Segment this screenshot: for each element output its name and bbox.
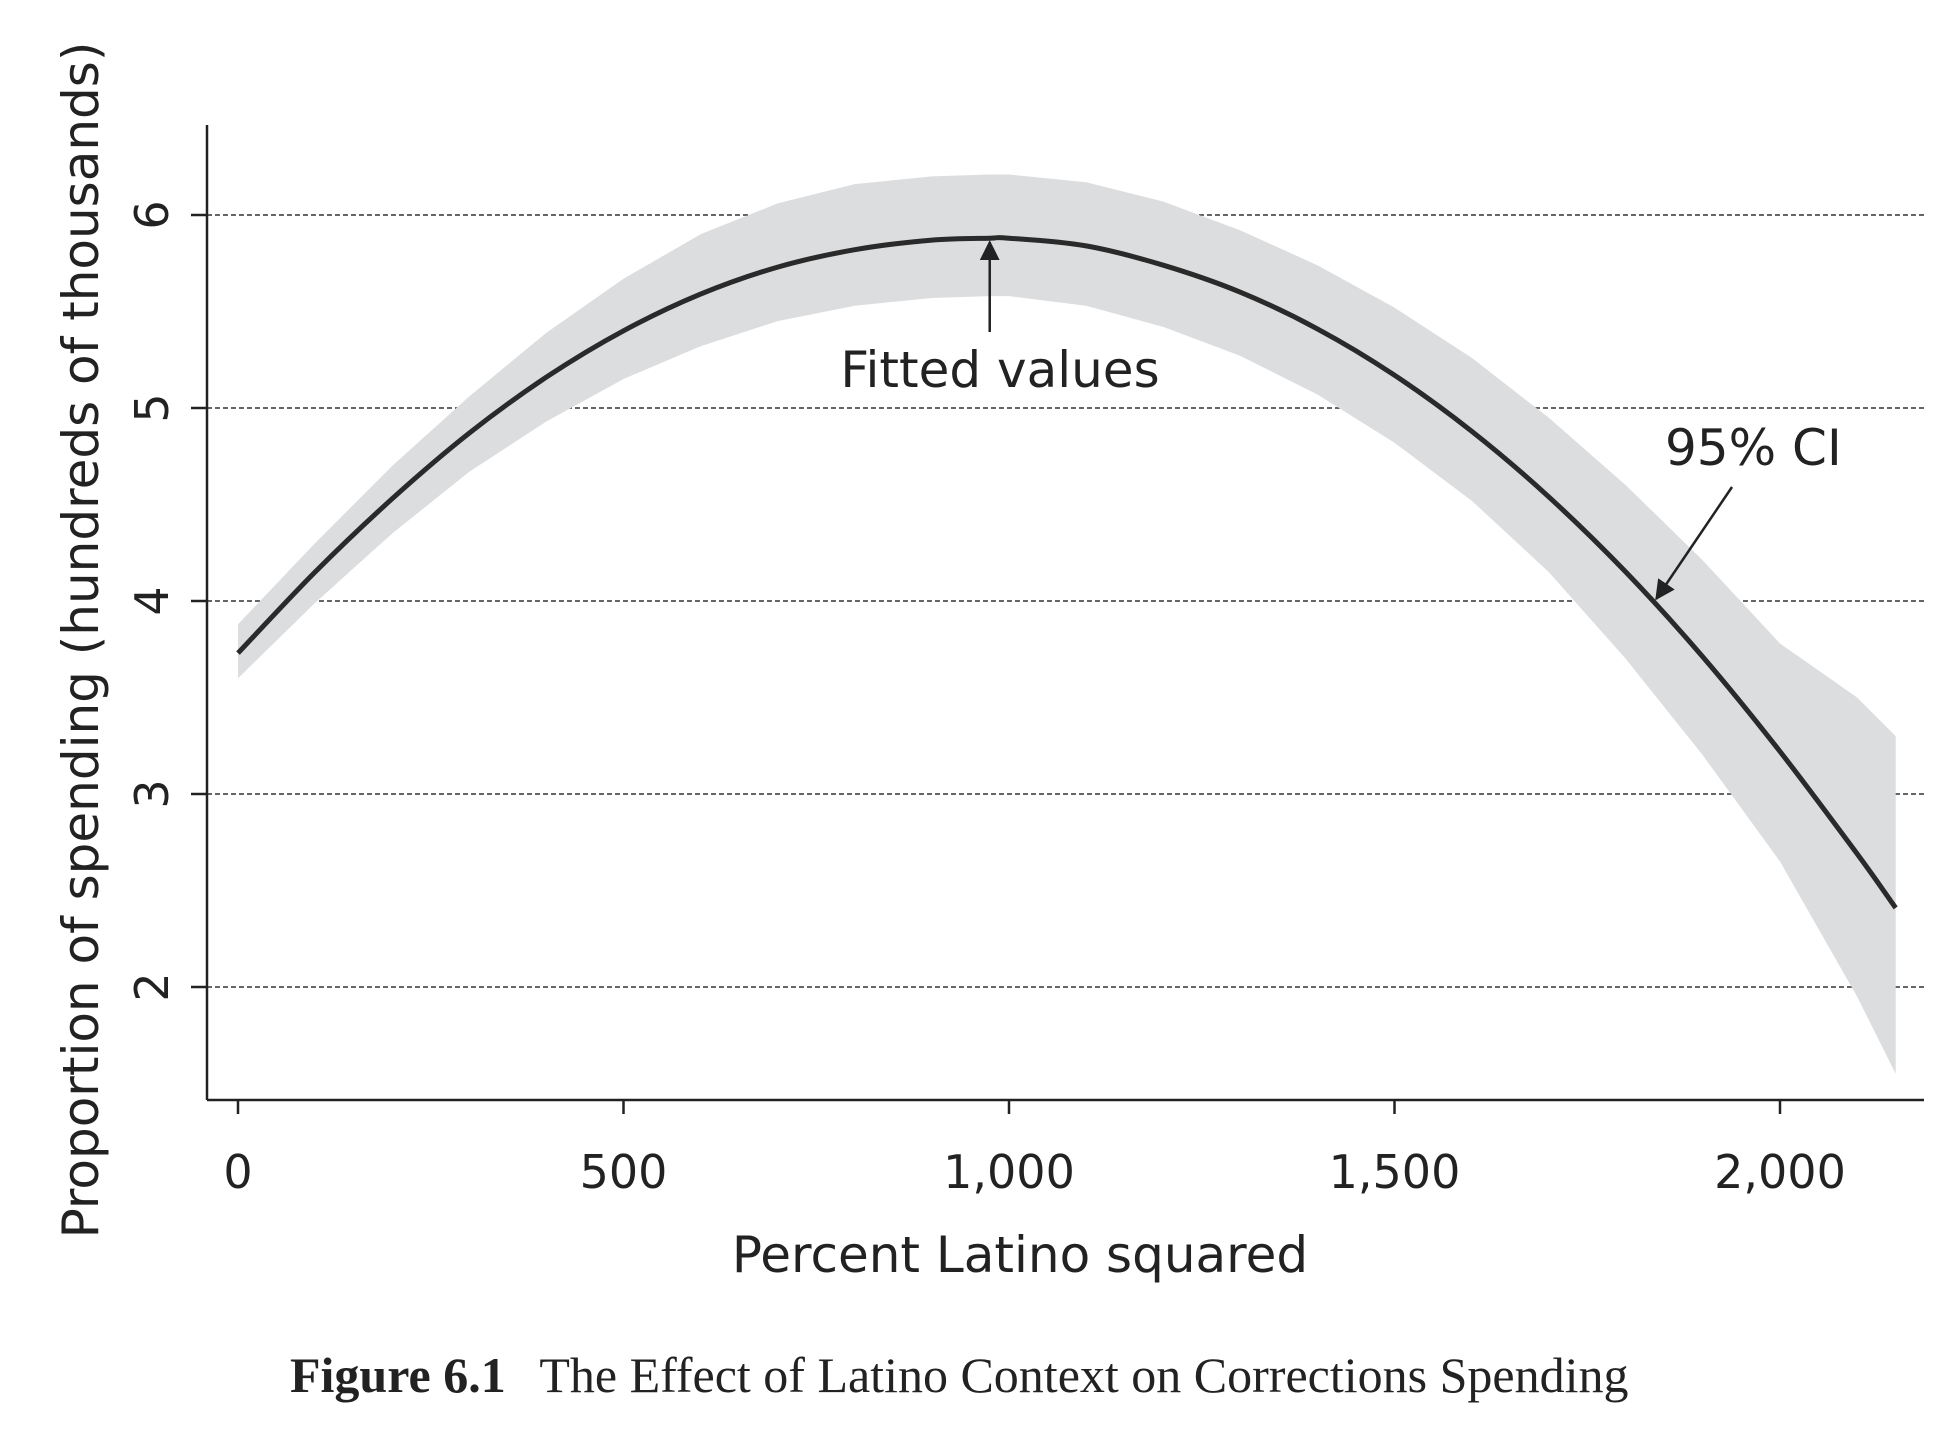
y-tick-label: 5 xyxy=(125,393,179,422)
y-tick-label: 4 xyxy=(125,586,179,615)
y-tick-label: 6 xyxy=(125,200,179,229)
ci-band xyxy=(238,174,1896,1074)
x-tick-label: 500 xyxy=(580,1145,668,1199)
x-tick-label: 1,000 xyxy=(943,1145,1075,1199)
annotation-ci: 95% CI xyxy=(1655,419,1842,601)
ci-arrow xyxy=(1655,486,1734,601)
y-tick-label: 3 xyxy=(125,779,179,808)
fitted-values-label: Fitted values xyxy=(840,341,1159,399)
x-tick-label: 1,500 xyxy=(1329,1145,1461,1199)
y-ticks: 2 3 4 5 6 xyxy=(125,200,207,1002)
x-ticks: 0 500 1,000 1,500 2,000 xyxy=(223,1100,1846,1199)
caption-label: Figure 6.1 xyxy=(290,1347,506,1403)
fitted-line xyxy=(236,235,1898,910)
figure-caption: Figure 6.1 The Effect of Latino Context … xyxy=(290,1347,1628,1403)
ci-label: 95% CI xyxy=(1665,419,1842,477)
y-tick-label: 2 xyxy=(125,972,179,1001)
x-tick-label: 0 xyxy=(223,1145,252,1199)
x-axis-title: Percent Latino squared xyxy=(732,1226,1308,1284)
annotation-fitted-values: Fitted values xyxy=(840,240,1160,399)
caption-text: The Effect of Latino Context on Correcti… xyxy=(539,1347,1628,1403)
y-axis-title: Proportion of spending (hundreds of thou… xyxy=(52,42,110,1239)
x-tick-label: 2,000 xyxy=(1714,1145,1846,1199)
